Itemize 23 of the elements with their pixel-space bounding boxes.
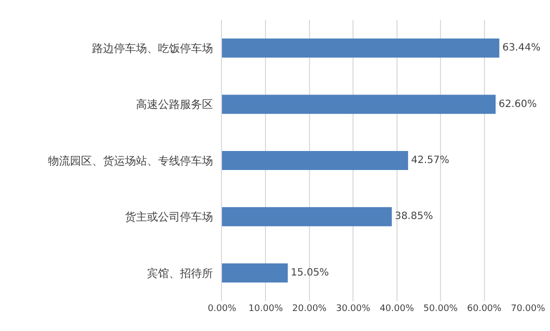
y-tick-label: 路边停车场、吃饭停车场 [92,42,213,55]
y-tick-label: 宾馆、招待所 [146,266,213,280]
x-tick-label: 20.00% [292,304,328,314]
bar [222,207,392,226]
x-tick-label: 50.00% [423,304,458,314]
data-label: 38.85% [394,211,433,222]
data-label: 62.60% [498,98,537,110]
data-label: 15.05% [290,267,329,278]
x-tick-label: 40.00% [380,304,414,314]
bar [222,150,408,170]
x-tick-label: 10.00% [248,304,284,314]
data-label: 63.44% [502,42,540,54]
x-tick-label: 0.00% [208,304,237,314]
x-tick-label: 70.00% [510,304,546,314]
x-tick-label: 30.00% [336,304,371,314]
y-tick-label: 货主或公司停车场 [124,210,213,224]
x-tick-label: 60.00% [467,304,502,314]
bar [222,94,496,114]
y-tick-label: 高速公路服务区 [136,98,213,112]
bar [222,263,288,282]
data-label: 42.57% [411,155,450,166]
y-tick-label: 物流园区、货运场站、专线停车场 [48,154,213,168]
bar [222,38,500,58]
